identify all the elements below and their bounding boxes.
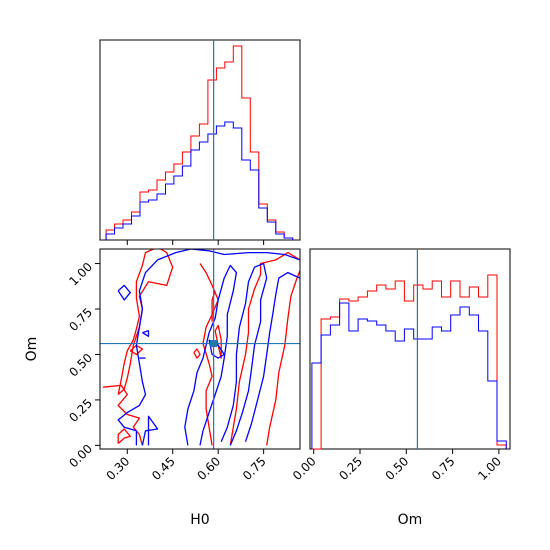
contour-blue-3	[142, 330, 150, 337]
contour-frame	[99, 248, 301, 450]
contour-blue-7	[244, 271, 300, 442]
contour-xtick-label-0: 0.30	[104, 454, 133, 483]
contour-xlabel: H0	[190, 512, 209, 528]
om-hist-series-blue	[311, 302, 507, 449]
contour-blue-6	[220, 262, 268, 446]
contour-ytick-label-0: 0.00	[66, 442, 95, 471]
contour-red-6	[229, 251, 300, 446]
contour-blue-2	[117, 284, 131, 301]
contour-red-8	[129, 344, 144, 356]
contour-red-5	[193, 348, 201, 359]
h0-hist-series-blue	[105, 121, 294, 240]
contour-ytick-label-1: 0.25	[66, 396, 95, 425]
contour-blue-5	[184, 264, 238, 446]
om-marginal-xtick-label-2: 0.50	[383, 454, 412, 483]
contour-truth-marker	[210, 340, 218, 348]
contour-blue-0	[117, 249, 300, 446]
om-marginal-xtick-label-0: 0.00	[290, 454, 319, 483]
contour-red-0	[102, 384, 144, 446]
om-hist-series-red	[311, 274, 507, 450]
om-marginal-xtick-label-3: 0.75	[429, 454, 458, 483]
om-marginal-xtick-label-1: 0.25	[336, 454, 365, 483]
contour-ytick-label-4: 1.00	[66, 260, 95, 289]
contour-xtick-label-2: 0.60	[195, 454, 224, 483]
h0-marginal-frame	[99, 39, 301, 241]
contour-ylabel: Om	[24, 337, 40, 362]
h0-marginal-panel	[99, 39, 301, 245]
contour-red-7	[266, 270, 300, 446]
contour-xtick-label-3: 0.75	[240, 454, 269, 483]
contour-red-2	[117, 249, 174, 395]
om-marginal-panel: 0.00 0.25 0.50 0.75 1.00 Om	[290, 248, 511, 528]
om-marginal-frame	[309, 248, 511, 450]
h0-om-contour-panel: 0.30 0.45 0.60 0.75 0.00 0.25 0.50 0.75 1.00 H0…	[24, 248, 301, 528]
h0-hist-series-red	[105, 45, 294, 240]
contour-blue-1	[141, 415, 159, 446]
om-marginal-xtick-label-4: 1.00	[475, 454, 504, 483]
contour-red-3	[199, 263, 219, 446]
contour-xtick-label-1: 0.45	[149, 454, 178, 483]
contour-red-1	[117, 428, 131, 444]
om-marginal-xlabel: Om	[398, 512, 423, 528]
contour-ytick-label-2: 0.50	[66, 351, 95, 380]
contour-ytick-label-3: 0.75	[66, 305, 95, 334]
